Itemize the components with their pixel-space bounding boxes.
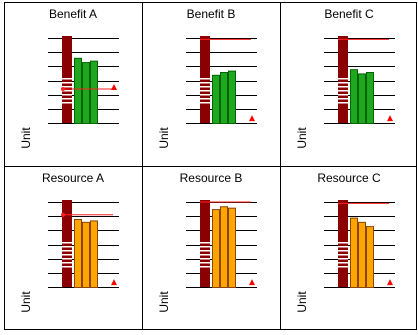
bar (366, 72, 374, 124)
resource-column-stripe (338, 250, 348, 252)
bar (90, 60, 98, 124)
resource-column-stripe (338, 82, 348, 84)
reference-marker (61, 87, 65, 91)
axis-label-y: Unit (295, 127, 309, 149)
bar (358, 221, 366, 288)
resource-column-stripe (62, 242, 72, 244)
chart-panel-6: Resource C Unit (295, 171, 395, 313)
bar (82, 221, 90, 288)
resource-column-stripe (338, 98, 348, 100)
resource-column-stripe (200, 266, 210, 268)
bar (212, 74, 220, 125)
chart-title: Benefit A (49, 7, 97, 21)
resource-column-stripe (338, 266, 348, 268)
resource-column-stripe (62, 246, 72, 248)
bar (212, 209, 220, 288)
chart-panel-2: Benefit B Unit (157, 7, 257, 149)
bar (350, 217, 358, 288)
reference-marker (61, 212, 65, 217)
resource-column-stripe (338, 254, 348, 256)
resource-column-stripe (62, 262, 72, 264)
resource-column-stripe (338, 262, 348, 264)
resource-column-stripe (62, 102, 72, 104)
chart-title: Benefit B (187, 7, 236, 21)
bar (228, 207, 236, 289)
axis-label-y: Unit (157, 127, 171, 149)
resource-column-stripe (62, 250, 72, 252)
resource-column-stripe (338, 242, 348, 244)
marker-triangle (249, 115, 255, 122)
bar (74, 57, 82, 124)
resource-column-stripe (200, 78, 210, 80)
bar (220, 72, 228, 124)
chart-title: Resource A (42, 171, 104, 185)
resource-column-stripe (200, 254, 210, 256)
axis-label-y: Unit (157, 291, 171, 313)
resource-column-stripe (338, 94, 348, 96)
marker-triangle (111, 84, 117, 90)
resource-column-stripe (338, 86, 348, 88)
resource-column-stripe (200, 262, 210, 264)
resource-column-stripe (200, 98, 210, 100)
resource-column-stripe (200, 86, 210, 88)
resource-column-stripe (338, 258, 348, 260)
resource-column-stripe (200, 90, 210, 92)
resource-column-stripe (338, 90, 348, 92)
marker-triangle (249, 279, 255, 286)
bar (366, 226, 374, 288)
resource-column-stripe (62, 258, 72, 260)
bar (358, 73, 366, 124)
axis-label-y: Unit (19, 127, 33, 149)
chart-title: Resource C (317, 171, 381, 185)
bar (350, 69, 358, 124)
resource-column-stripe (62, 266, 72, 268)
resource-column-stripe (200, 102, 210, 104)
resource-column-stripe (338, 78, 348, 80)
resource-column-stripe (200, 246, 210, 248)
bar (74, 219, 82, 288)
marker-triangle (387, 115, 393, 122)
marker-triangle (111, 279, 117, 286)
bar (82, 62, 90, 124)
axis-label-y: Unit (295, 291, 309, 313)
resource-column-stripe (338, 246, 348, 248)
resource-column-stripe (62, 82, 72, 84)
chart-panel-5: Resource B Unit (157, 171, 257, 313)
resource-column-stripe (200, 242, 210, 244)
axis-label-y: Unit (19, 291, 33, 313)
resource-column-stripe (62, 94, 72, 96)
chart-panel-1: Benefit A Unit (19, 7, 119, 149)
resource-column-stripe (62, 90, 72, 92)
resource-column-stripe (62, 78, 72, 80)
chart-title: Resource B (180, 171, 243, 185)
bar (220, 206, 228, 288)
marker-triangle (387, 279, 393, 286)
chart-panel-3: Benefit C Unit (295, 7, 395, 149)
resource-column-stripe (200, 250, 210, 252)
chart-title: Benefit C (324, 7, 374, 21)
resource-column-stripe (62, 98, 72, 100)
resource-column-stripe (200, 94, 210, 96)
resource-column-stripe (62, 254, 72, 256)
bar (228, 70, 236, 125)
resource-column-stripe (200, 82, 210, 84)
chart-panel-4: Resource A Unit (19, 171, 119, 313)
bar (90, 220, 98, 289)
resource-column-stripe (200, 258, 210, 260)
resource-column-stripe (338, 102, 348, 104)
resource-column-stripe (62, 86, 72, 88)
